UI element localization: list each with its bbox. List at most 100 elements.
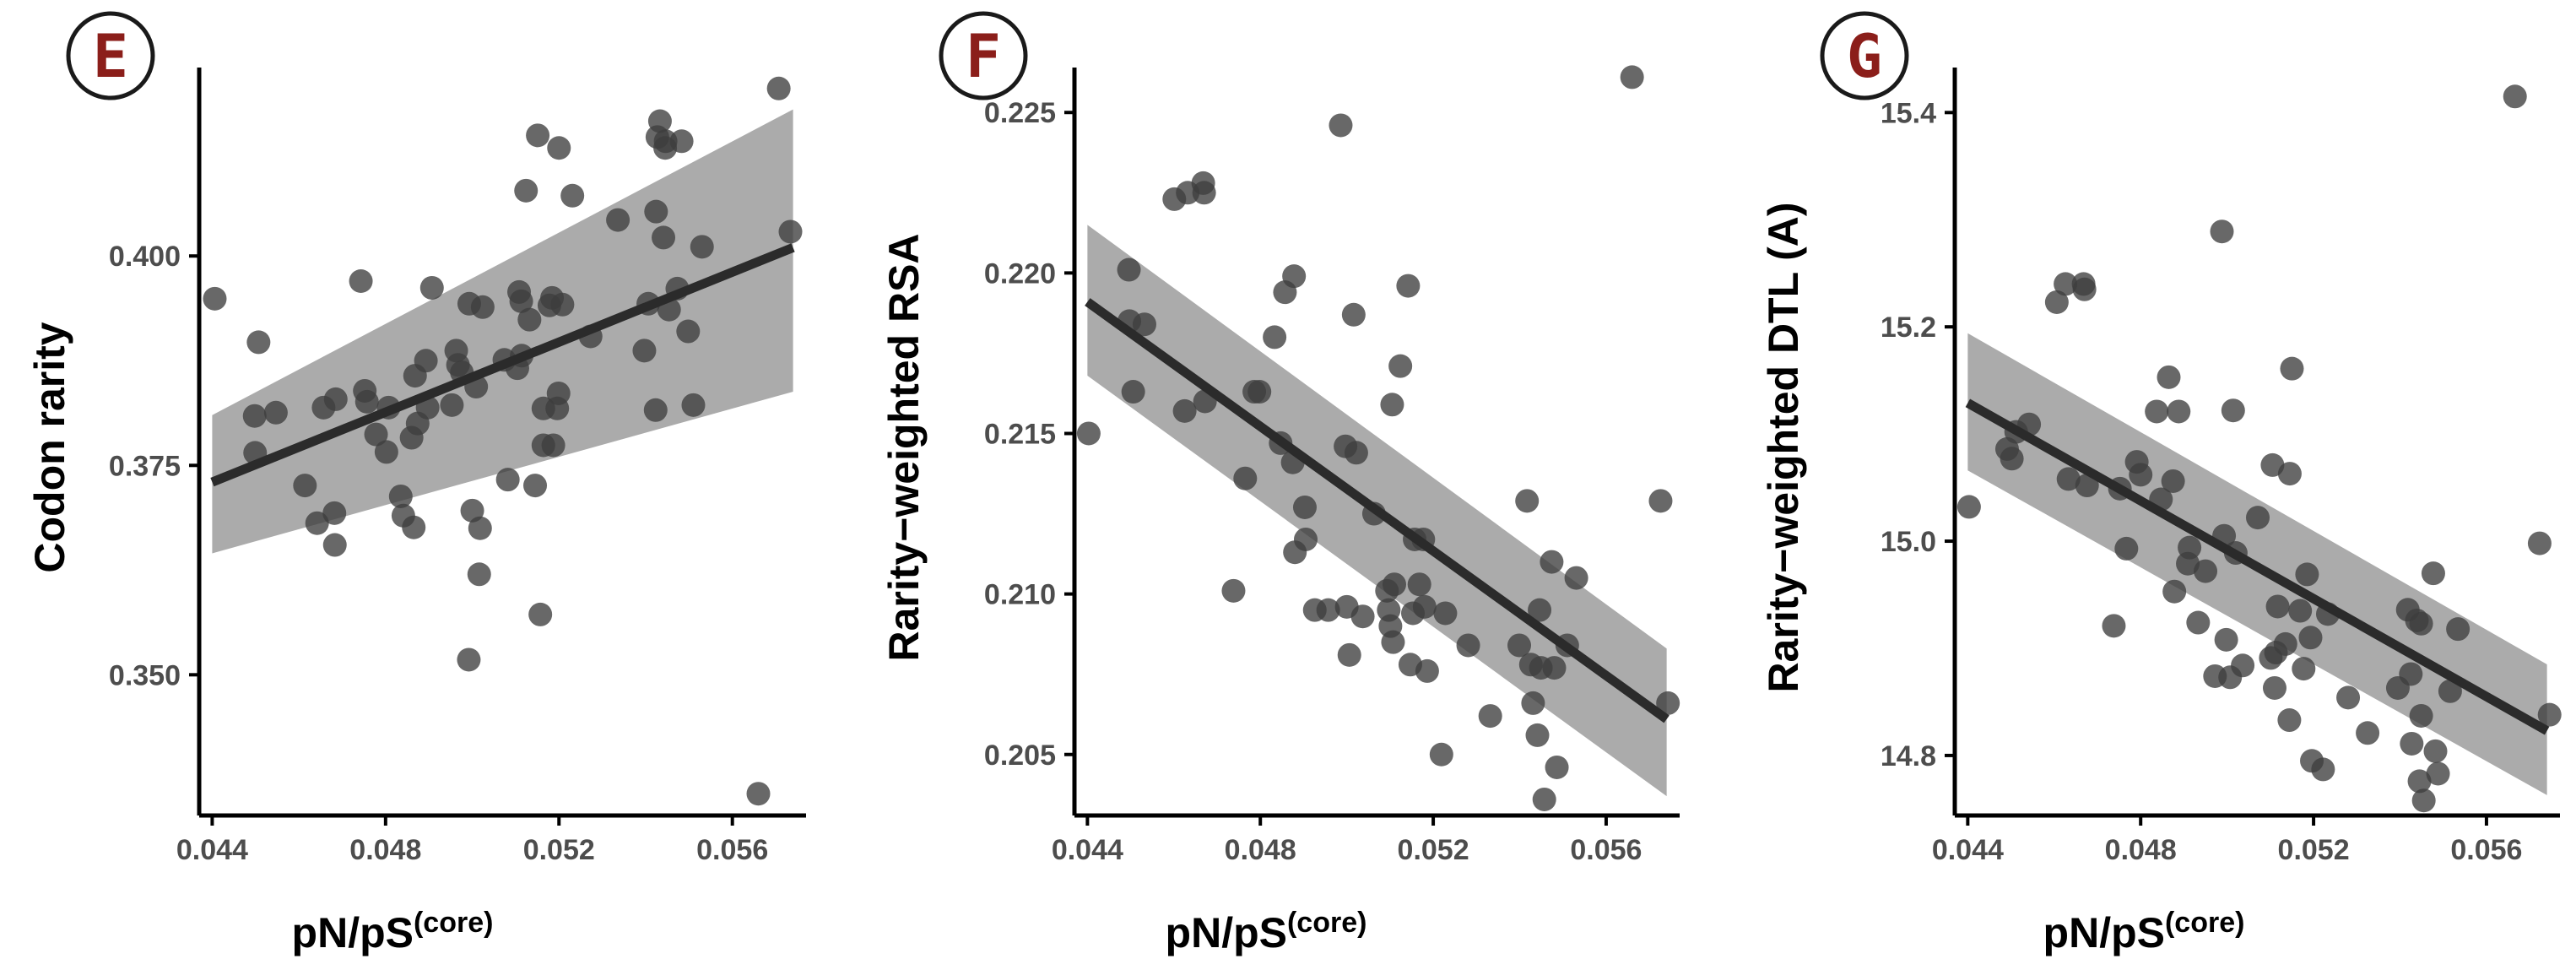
- panel-f-data-point: [1282, 264, 1307, 289]
- panel-e-data-point: [550, 292, 575, 317]
- panel-f-data-point: [1540, 550, 1564, 574]
- panel-f-data-point: [1172, 398, 1197, 423]
- panel-f: F 0.044 0.048 0.052 0.056 0.205 0.210 0.215 0.2…: [880, 11, 1680, 956]
- panel-g-x-axis-title-main: pN/pS: [2043, 909, 2165, 956]
- panel-f-data-point: [1132, 312, 1156, 337]
- panel-f-data-point: [1316, 598, 1340, 622]
- panel-e-y-tick-label: 0.375: [109, 450, 181, 482]
- panel-g-data-point: [2537, 702, 2562, 727]
- panel-g-data-point: [2194, 559, 2218, 583]
- panel-f-x-axis-title-sup: (core): [1287, 907, 1366, 939]
- panel-g-badge-circle: [1820, 11, 1909, 100]
- panel-e-badge-letter: E: [93, 22, 128, 91]
- panel-f-x-tick-label: 0.056: [1570, 834, 1642, 866]
- panel-e-x-axis-title: pN/pS(core): [292, 907, 494, 956]
- panel-g-data-point: [2421, 561, 2445, 586]
- panel-g-y-tick-label: 14.8: [1881, 740, 1936, 772]
- panel-g-data-point: [2210, 219, 2234, 244]
- panel-f-data-point: [1382, 572, 1406, 597]
- panel-g-data-point: [2409, 611, 2433, 636]
- panel-e-data-point: [647, 109, 672, 133]
- panel-e-data-point: [514, 178, 538, 203]
- panel-g-data-point: [2356, 721, 2380, 745]
- panel-f-data-point: [1525, 723, 1550, 747]
- panel-f-plot: 0.044 0.048 0.052 0.056 0.205 0.210 0.215 0.220…: [984, 65, 1680, 866]
- panel-g-data-point: [2503, 84, 2527, 109]
- panel-f-x-axis-title: pN/pS(core): [1166, 907, 1367, 956]
- panel-e-data-point: [460, 498, 484, 523]
- panel-g-data-point: [2167, 399, 2191, 424]
- panel-f-x-axis-title-main: pN/pS: [1166, 909, 1287, 956]
- panel-e-data-point: [541, 433, 566, 458]
- panel-g-data-point: [2277, 708, 2302, 733]
- panel-f-badge-circle: [939, 11, 1028, 100]
- panel-g-data-point: [2292, 657, 2316, 681]
- panel-g-data-point: [2157, 365, 2181, 389]
- panel-g-data-point: [2409, 703, 2433, 728]
- panel-e-data-point: [470, 295, 495, 319]
- panel-e-data-point: [467, 562, 491, 587]
- panel-f-badge: F: [939, 11, 1028, 100]
- panel-e-data-point: [242, 404, 267, 428]
- panel-g: G 0.044 0.048 0.052 0.056 14.8 15.0 15.2 15.4 R…: [1760, 11, 2562, 956]
- panel-f-data-point: [1507, 633, 1531, 658]
- panel-f-data-point: [1388, 354, 1413, 378]
- panel-e-data-point: [349, 269, 373, 294]
- panel-f-data-point: [1415, 658, 1439, 683]
- panel-g-data-point: [2295, 562, 2319, 587]
- panel-g-data-point: [2438, 679, 2462, 703]
- panel-g-data-point: [2221, 398, 2245, 423]
- panel-e-data-point: [681, 393, 706, 417]
- panel-f-data-point: [1515, 489, 1540, 513]
- panel-f-data-point: [1456, 633, 1480, 658]
- panel-f-data-point: [1620, 65, 1644, 89]
- panel-g-x-tick-label: 0.052: [2278, 834, 2350, 866]
- panel-f-data-point: [1380, 393, 1404, 417]
- panel-f-data-point: [1293, 527, 1318, 551]
- panel-g-data-point: [2102, 614, 2126, 638]
- panel-f-data-point: [1656, 691, 1680, 715]
- panel-f-data-point: [1648, 489, 1673, 513]
- panel-f-data-point: [1521, 691, 1545, 715]
- panel-e-data-point: [509, 289, 533, 313]
- panel-f-data-point: [1396, 274, 1421, 298]
- panel-e-data-point: [690, 235, 714, 259]
- panel-g-data-point: [2072, 277, 2097, 301]
- panel-g-data-point: [2298, 626, 2323, 650]
- panel-g-data-point: [1956, 495, 1981, 519]
- panel-f-y-tick-label: 0.225: [984, 97, 1056, 129]
- panel-e-data-point: [560, 183, 585, 208]
- panel-g-x-tick-label: 0.044: [1932, 834, 2004, 866]
- panel-f-data-point: [1528, 598, 1552, 622]
- panel-e-data-point: [652, 225, 676, 250]
- panel-f-x-tick-label: 0.048: [1225, 834, 1296, 866]
- panel-e-data-point: [322, 501, 347, 525]
- panel-f-data-point: [1407, 572, 1431, 597]
- panel-g-data-point: [2423, 739, 2448, 763]
- panel-e-badge: E: [66, 11, 155, 100]
- panel-g-y-tick-label: 15.2: [1881, 312, 1936, 344]
- panel-e-plot: 0.044 0.048 0.052 0.056 0.350 0.375 0.400: [109, 68, 806, 866]
- panel-g-data-point: [2178, 535, 2202, 560]
- panel-g-data-point: [2056, 467, 2081, 491]
- panel-e-data-point: [414, 349, 438, 373]
- panel-e-x-axis-title-main: pN/pS: [292, 909, 414, 956]
- panel-e-data-point: [546, 381, 571, 405]
- panel-e-data-point: [606, 208, 630, 232]
- panel-e-y-tick-label: 0.350: [109, 659, 181, 691]
- panel-e-x-tick-label: 0.044: [176, 834, 248, 866]
- panel-e-data-point: [517, 307, 542, 332]
- panel-g-data-point: [2400, 731, 2424, 756]
- panel-f-data-point: [1350, 604, 1375, 629]
- panel-g-y-tick-label: 15.0: [1881, 526, 1936, 558]
- panel-e-confidence-band: [212, 109, 793, 554]
- panel-f-y-axis-title: Rarity−weighted RSA: [880, 233, 928, 661]
- panel-g-badge: G: [1820, 11, 1909, 100]
- panel-e-data-point: [246, 330, 271, 355]
- panel-g-data-point: [2411, 788, 2436, 813]
- panel-e-data-point: [632, 339, 657, 363]
- panel-g-x-axis-title: pN/pS(core): [2043, 907, 2245, 956]
- panel-e: E 0.044 0.048 0.052 0.056 0.350 0.375 0.400 Co…: [26, 11, 806, 956]
- panel-e-data-point: [440, 393, 464, 417]
